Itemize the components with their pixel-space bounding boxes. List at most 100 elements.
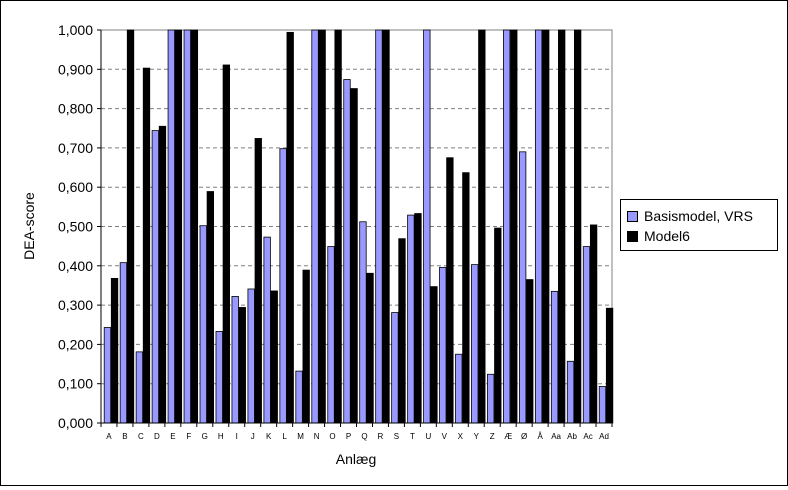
bar-series-2-U [430, 286, 438, 424]
bar-series-2-B [126, 29, 135, 424]
y-tick-label: 0,100 [58, 376, 93, 392]
y-tick-label: 1,000 [58, 22, 93, 38]
bar-series-2-Aa [558, 29, 566, 424]
bar-series-1-Y [471, 264, 479, 424]
y-tick-label: 0,200 [58, 336, 93, 352]
x-tick-label: Ab [567, 432, 577, 441]
bar-series-1-I [231, 296, 239, 424]
legend-swatch-series-2 [627, 230, 638, 242]
bar-series-1-Ø [518, 151, 527, 424]
legend-label-series-1: Basismodel, VRS [644, 208, 753, 224]
bar-series-1-K [263, 236, 271, 424]
bar-series-2-K [270, 290, 278, 424]
bar-series-1-Q [359, 221, 367, 424]
bar-series-1-D [151, 130, 160, 424]
x-tick-label: M [297, 432, 304, 441]
bar-series-2-Ab [573, 29, 582, 424]
bar-series-1-L [279, 148, 287, 424]
x-tick-label: I [236, 432, 238, 441]
bar-series-1-Ab [566, 360, 575, 424]
bar-series-2-Z [494, 227, 502, 424]
bar-series-2-I [238, 307, 246, 424]
x-tick-label: Å [537, 432, 543, 441]
x-tick-label: X [458, 432, 464, 441]
bar-series-1-O [327, 246, 335, 424]
bar-series-2-L [286, 31, 294, 424]
bar-series-2-F [190, 29, 199, 424]
bar-series-1-B [119, 262, 128, 424]
bar-series-1-V [439, 266, 447, 424]
y-tick-label: 0,300 [58, 297, 93, 313]
bar-series-2-Æ [510, 29, 518, 424]
bar-series-1-E [167, 29, 175, 424]
bar-series-2-A [110, 277, 119, 424]
bar-series-2-R [382, 29, 390, 424]
x-tick-label: F [186, 432, 191, 441]
bar-series-2-Ac [589, 224, 598, 424]
y-tick-label: 0,900 [58, 61, 93, 77]
bar-series-1-Æ [503, 29, 511, 424]
bar-series-1-T [407, 214, 415, 424]
bar-series-2-C [142, 67, 151, 424]
x-tick-label: Ad [599, 432, 609, 441]
bar-series-1-A [103, 327, 112, 424]
bar-series-2-Ø [526, 279, 534, 424]
bar-series-2-T [414, 213, 422, 424]
bar-series-2-Y [478, 29, 486, 424]
bar-series-2-E [174, 29, 183, 424]
bar-series-2-V [446, 157, 454, 424]
bar-series-1-J [247, 288, 255, 424]
bar-series-2-J [254, 138, 262, 424]
x-tick-label: R [378, 432, 384, 441]
bar-series-1-M [295, 370, 303, 424]
x-tick-label: P [346, 432, 351, 441]
bar-series-1-Å [534, 29, 543, 424]
x-tick-label: K [266, 432, 272, 441]
bar-series-2-G [206, 191, 215, 424]
bar-series-1-G [199, 225, 207, 424]
x-tick-label: Æ [504, 432, 512, 441]
bar-series-1-F [183, 29, 191, 424]
bar-series-1-P [343, 79, 351, 424]
x-tick-label: J [251, 432, 255, 441]
x-tick-label: N [314, 432, 320, 441]
bar-series-2-O [334, 29, 342, 424]
x-tick-label: L [282, 432, 287, 441]
legend-item-series-1: Basismodel, VRS [627, 207, 753, 225]
x-tick-label: T [410, 432, 415, 441]
y-tick-label: 0,500 [58, 219, 93, 235]
x-tick-label: Y [474, 432, 480, 441]
x-tick-label: D [154, 432, 160, 441]
legend-label-series-2: Model6 [644, 228, 690, 244]
x-tick-label: Q [361, 432, 367, 441]
legend: Basismodel, VRS Model6 [620, 199, 778, 251]
bar-series-1-C [135, 351, 144, 424]
x-tick-label: H [218, 432, 224, 441]
bar-series-1-N [311, 29, 319, 424]
x-tick-label: Ø [521, 432, 527, 441]
bar-series-1-Ad [598, 386, 607, 424]
x-tick-label: O [329, 432, 335, 441]
legend-swatch-series-1 [627, 210, 638, 222]
x-tick-label: Z [490, 432, 495, 441]
x-axis-title: Anlæg [336, 451, 376, 467]
bar-series-1-U [423, 29, 431, 424]
y-tick-label: 0,000 [58, 415, 93, 431]
x-tick-label: C [138, 432, 144, 441]
x-tick-label: Ac [583, 432, 592, 441]
bar-series-2-H [222, 64, 230, 424]
x-tick-label: B [122, 432, 127, 441]
bar-series-2-D [158, 125, 167, 424]
bar-series-1-R [375, 29, 383, 424]
x-tick-label: Aa [551, 432, 561, 441]
bar-series-2-Ad [605, 307, 614, 424]
bar-series-2-X [462, 172, 470, 424]
x-tick-label: G [202, 432, 208, 441]
bar-series-1-Aa [550, 290, 559, 424]
bar-series-2-Q [366, 272, 374, 424]
y-tick-label: 0,700 [58, 140, 93, 156]
y-tick-label: 0,400 [58, 258, 93, 274]
bar-series-2-M [302, 269, 310, 424]
bar-series-2-S [398, 238, 406, 424]
